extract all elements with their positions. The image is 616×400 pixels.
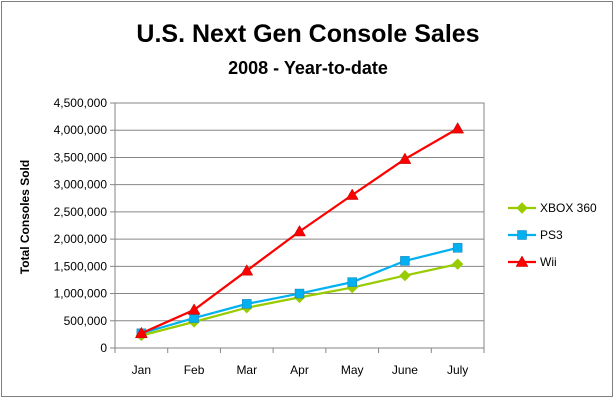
chart-subtitle: 2008 - Year-to-date — [228, 58, 388, 78]
data-point-wii — [345, 188, 359, 200]
y-tick-label: 500,000 — [64, 314, 108, 328]
legend-item-wii: Wii — [506, 254, 616, 270]
data-point-ps3 — [242, 299, 252, 309]
legend-swatch-ps3 — [508, 230, 536, 240]
y-tick-label: 1,500,000 — [54, 259, 108, 273]
data-point-wii — [240, 264, 254, 276]
data-point-ps3 — [452, 243, 463, 253]
x-tick-label: Jan — [132, 363, 151, 377]
y-tick-label: 2,500,000 — [54, 205, 108, 219]
data-point-wii — [187, 303, 201, 315]
data-point-wii — [293, 224, 306, 237]
y-tick-label: 2,000,000 — [54, 232, 108, 246]
data-point-ps3 — [400, 256, 410, 266]
legend-item-ps3: PS3 — [506, 227, 616, 243]
legend-swatch-wii — [508, 255, 536, 267]
y-tick-label: 4,500,000 — [54, 96, 108, 110]
data-point-wii — [134, 326, 148, 339]
x-tick-label: June — [392, 363, 418, 377]
x-tick-label: May — [341, 363, 364, 377]
y-tick-label: 4,000,000 — [54, 123, 108, 137]
legend-label: PS3 — [540, 228, 563, 242]
chart-title: U.S. Next Gen Console Sales — [136, 20, 480, 48]
legend-label: XBOX 360 — [540, 201, 597, 215]
y-tick-label: 1,000,000 — [54, 287, 108, 301]
legend-marker — [517, 230, 527, 240]
legend-item-xbox-360: XBOX 360 — [506, 200, 616, 216]
plot-border — [114, 102, 485, 349]
data-point-xbox-360 — [451, 258, 464, 270]
data-point-wii — [451, 122, 465, 134]
x-tick-label: July — [447, 363, 468, 377]
x-tick-label: Feb — [184, 363, 205, 377]
y-tick-label: 3,500,000 — [54, 150, 108, 164]
data-point-ps3 — [189, 313, 199, 323]
x-tick-label: Apr — [290, 363, 309, 377]
data-point-xbox-360 — [399, 269, 411, 282]
y-tick-label: 3,000,000 — [54, 178, 108, 192]
y-tick-label: 0 — [100, 341, 107, 355]
legend-label: Wii — [540, 255, 557, 269]
legend-swatch-xbox-360 — [508, 202, 536, 214]
legend-marker — [516, 202, 528, 214]
data-point-ps3 — [294, 288, 305, 299]
legend-marker — [515, 255, 529, 267]
data-point-wii — [398, 152, 412, 164]
x-tick-label: Mar — [236, 363, 257, 377]
data-point-ps3 — [347, 277, 357, 287]
